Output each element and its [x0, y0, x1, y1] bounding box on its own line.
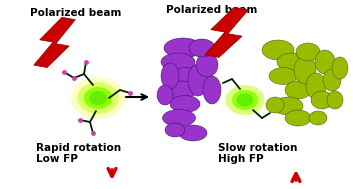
Ellipse shape	[266, 97, 284, 113]
Text: Slow rotation: Slow rotation	[218, 143, 297, 153]
Ellipse shape	[277, 53, 307, 71]
Ellipse shape	[71, 77, 125, 119]
Ellipse shape	[269, 67, 297, 84]
Ellipse shape	[170, 67, 202, 84]
Ellipse shape	[285, 110, 311, 126]
Ellipse shape	[203, 76, 221, 104]
Ellipse shape	[262, 40, 294, 60]
Ellipse shape	[84, 87, 112, 109]
Ellipse shape	[164, 38, 202, 58]
Ellipse shape	[161, 53, 195, 71]
Ellipse shape	[188, 64, 208, 96]
Ellipse shape	[332, 57, 348, 79]
Ellipse shape	[77, 82, 119, 114]
Ellipse shape	[226, 85, 264, 115]
Text: High FP: High FP	[218, 154, 264, 164]
Ellipse shape	[196, 53, 218, 77]
Ellipse shape	[89, 91, 107, 105]
Ellipse shape	[157, 85, 173, 105]
Polygon shape	[205, 7, 249, 57]
Text: Polarized beam: Polarized beam	[30, 8, 121, 18]
Polygon shape	[34, 17, 75, 67]
Ellipse shape	[311, 91, 333, 109]
Ellipse shape	[315, 50, 335, 74]
Ellipse shape	[162, 81, 197, 99]
Ellipse shape	[296, 43, 320, 61]
Ellipse shape	[232, 90, 258, 110]
Text: Polarized beam: Polarized beam	[166, 5, 258, 15]
Ellipse shape	[165, 123, 185, 137]
Ellipse shape	[179, 125, 207, 141]
Ellipse shape	[237, 94, 253, 106]
Ellipse shape	[309, 111, 327, 125]
Ellipse shape	[323, 69, 341, 91]
Ellipse shape	[170, 95, 200, 112]
Ellipse shape	[273, 97, 303, 115]
Ellipse shape	[162, 109, 196, 126]
Ellipse shape	[285, 81, 311, 99]
Text: Rapid rotation: Rapid rotation	[36, 143, 121, 153]
Text: Low FP: Low FP	[36, 154, 78, 164]
Ellipse shape	[189, 39, 215, 57]
Ellipse shape	[327, 91, 343, 109]
Ellipse shape	[294, 56, 316, 84]
Ellipse shape	[306, 73, 326, 99]
Ellipse shape	[161, 63, 179, 89]
